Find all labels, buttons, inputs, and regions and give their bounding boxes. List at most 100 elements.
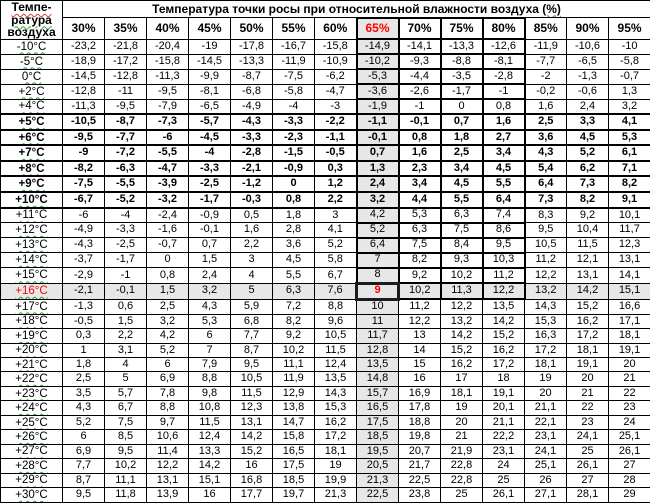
value-cell: -2,9 [63, 268, 105, 284]
value-cell: 11,4 [147, 444, 189, 458]
value-cell: 7,5 [441, 223, 483, 238]
value-cell: 7,4 [483, 208, 525, 223]
value-cell: 14,3 [525, 299, 567, 314]
value-cell: 0,3 [63, 329, 105, 343]
value-cell: 8,3 [525, 208, 567, 223]
value-cell: 18,5 [357, 430, 399, 444]
value-cell: 8,4 [441, 238, 483, 253]
value-cell: 3,1 [105, 343, 147, 357]
value-cell: 1,6 [399, 145, 441, 161]
value-cell: 6,9 [147, 372, 189, 386]
value-cell: 3,4 [399, 176, 441, 192]
value-cell: 15,2 [483, 329, 525, 343]
value-cell: 21 [441, 430, 483, 444]
value-cell: 8,2 [399, 253, 441, 268]
temp-label-text: +15°C [15, 269, 47, 281]
temp-label-text: +11°C [16, 209, 48, 221]
value-cell: 11,7 [609, 223, 650, 238]
value-cell: 6 [189, 329, 231, 343]
value-cell: 16,2 [441, 358, 483, 372]
table-title: Температура точки росы при относительной… [63, 1, 650, 18]
value-cell: 21,7 [399, 459, 441, 473]
humidity-header-35%: 35% [105, 18, 147, 39]
value-cell: 11,8 [105, 488, 147, 503]
value-cell: 24,1 [567, 430, 609, 444]
temp-label-text: +5°C [18, 116, 44, 128]
value-cell: 26,1 [567, 459, 609, 473]
value-cell: 4,3 [525, 145, 567, 161]
value-cell: -19 [189, 39, 231, 54]
value-cell: 12,3 [231, 401, 273, 415]
value-cell: 9,5 [231, 358, 273, 372]
value-cell: 24 [609, 415, 650, 429]
value-cell: 11,7 [357, 329, 399, 343]
value-cell: -1,9 [357, 99, 399, 114]
value-cell: -17,2 [105, 54, 147, 69]
value-cell: 10,5 [315, 329, 357, 343]
value-cell: 1,5 [105, 314, 147, 328]
value-cell: -5,7 [189, 114, 231, 130]
value-cell: 12,2 [441, 299, 483, 314]
table-header: Темпе- ратура воздуха Температура точки … [1, 1, 650, 40]
humidity-header-95%: 95% [609, 18, 650, 39]
value-cell: 0,8 [483, 99, 525, 114]
value-cell: 11,5 [231, 386, 273, 400]
value-cell: -6,2 [315, 69, 357, 84]
value-cell: 8,2 [273, 314, 315, 328]
value-cell: -4,5 [189, 130, 231, 146]
value-cell: 1,5 [147, 283, 189, 299]
temp-label: +23°C [1, 386, 63, 400]
value-cell: 17,2 [567, 329, 609, 343]
value-cell: 10,5 [525, 238, 567, 253]
table-row: +2°C-12,8-11-9,5-8,1-6,8-5,8-4,7-3,6-2,6… [1, 84, 650, 99]
value-cell: 15,1 [609, 283, 650, 299]
value-cell: 19,5 [357, 444, 399, 458]
value-cell: -3,3 [273, 114, 315, 130]
value-cell: 6,4 [525, 176, 567, 192]
value-cell: 6,2 [567, 161, 609, 177]
value-cell: 15,8 [273, 430, 315, 444]
value-cell: 3,2 [357, 192, 399, 208]
value-cell: 3,2 [189, 283, 231, 299]
value-cell: -6 [63, 208, 105, 223]
value-cell: 11,3 [441, 283, 483, 299]
value-cell: -6 [147, 130, 189, 146]
value-cell: 5,2 [63, 415, 105, 429]
value-cell: 3 [231, 253, 273, 268]
value-cell: -13,3 [231, 54, 273, 69]
value-cell: 19,1 [483, 386, 525, 400]
value-cell: -2 [525, 69, 567, 84]
value-cell: 15,3 [315, 401, 357, 415]
value-cell: 6,9 [63, 444, 105, 458]
temp-label: +17°C [1, 299, 63, 314]
value-cell: 9,5 [63, 488, 105, 503]
value-cell: 14,1 [609, 268, 650, 284]
value-cell: 22 [609, 386, 650, 400]
value-cell: -0,7 [147, 238, 189, 253]
value-cell: 24 [483, 459, 525, 473]
temp-label: +21°C [1, 358, 63, 372]
value-cell: 9,2 [399, 268, 441, 284]
temp-label: +7°C [1, 145, 63, 161]
temp-label: +22°C [1, 372, 63, 386]
value-cell: -0,9 [189, 208, 231, 223]
value-cell: 26 [525, 473, 567, 487]
value-cell: 14,2 [189, 459, 231, 473]
value-cell: 23,1 [483, 444, 525, 458]
temp-label-text: +20°C [15, 344, 47, 356]
value-cell: 17,2 [525, 343, 567, 357]
value-cell: 14 [399, 343, 441, 357]
temp-label-text: +13°C [15, 239, 47, 251]
value-cell: 9,6 [315, 314, 357, 328]
value-cell: 20 [567, 372, 609, 386]
value-cell: 8,8 [315, 299, 357, 314]
value-cell: -3,5 [441, 69, 483, 84]
humidity-header-60%: 60% [315, 18, 357, 39]
value-cell: -1,1 [315, 130, 357, 146]
value-cell: 16 [189, 488, 231, 503]
value-cell: -1,1 [357, 114, 399, 130]
value-cell: 5,5 [273, 268, 315, 284]
value-cell: 3,6 [273, 238, 315, 253]
